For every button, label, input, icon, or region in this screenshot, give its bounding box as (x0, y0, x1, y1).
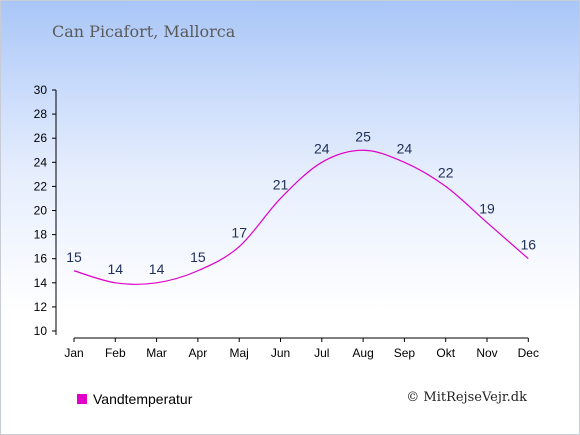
data-label: 24 (314, 140, 330, 156)
data-label: 14 (149, 261, 165, 277)
data-label: 17 (231, 225, 247, 241)
y-tick-label: 28 (34, 107, 48, 121)
data-label: 22 (438, 164, 454, 180)
x-tick-label: Sep (394, 346, 416, 360)
y-tick-label: 30 (34, 83, 48, 97)
data-label: 24 (397, 140, 413, 156)
x-tick-label: Feb (105, 346, 126, 360)
x-tick-label: Aug (352, 346, 373, 360)
y-tick-label: 24 (34, 155, 48, 169)
data-label: 21 (273, 176, 289, 192)
x-tick-label: Nov (476, 346, 497, 360)
x-tick-label: Jun (271, 346, 290, 360)
x-tick-label: Jul (314, 346, 329, 360)
legend-swatch (77, 394, 87, 404)
chart-title: Can Picafort, Mallorca (52, 22, 236, 41)
data-label: 15 (190, 249, 206, 265)
y-tick-label: 14 (34, 276, 48, 290)
x-tick-label: Jan (64, 346, 83, 360)
x-tick-label: Apr (189, 346, 208, 360)
y-tick-label: 10 (34, 324, 48, 338)
credit-text: © MitRejseVejr.dk (406, 390, 527, 405)
data-label: 15 (66, 249, 82, 265)
y-tick-label: 26 (34, 131, 48, 145)
legend-label: Vandtemperatur (93, 391, 193, 407)
legend: Vandtemperatur (77, 391, 192, 407)
y-tick-label: 20 (34, 204, 48, 218)
y-tick-label: 18 (34, 228, 48, 242)
y-tick-label: 16 (34, 252, 48, 266)
x-tick-label: Mar (146, 346, 167, 360)
y-tick-label: 12 (34, 300, 48, 314)
x-tick-label: Maj (230, 346, 249, 360)
data-label: 16 (521, 237, 537, 253)
x-tick-label: Dec (518, 346, 539, 360)
data-label: 14 (108, 261, 124, 277)
series-line-vandtemperatur (73, 149, 529, 285)
data-label: 19 (479, 201, 495, 217)
x-tick-label: Okt (436, 346, 455, 360)
y-tick-label: 22 (34, 179, 48, 193)
data-label: 25 (355, 128, 371, 144)
